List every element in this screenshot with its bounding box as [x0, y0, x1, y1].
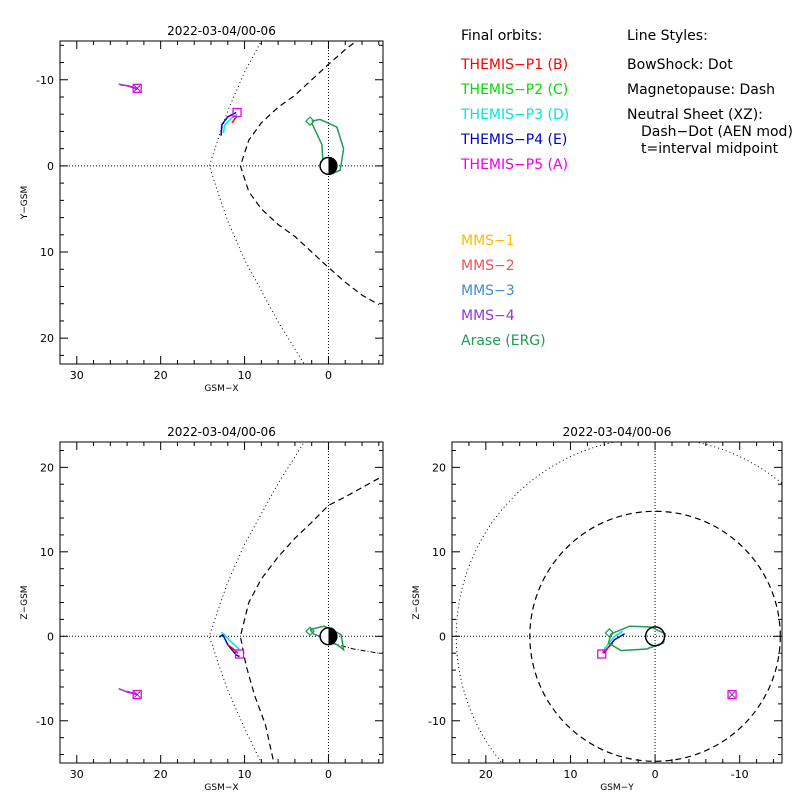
magnetopause-curve [529, 510, 781, 762]
style-neutral-sheet: Neutral Sheet (XZ): [627, 107, 763, 123]
x-tick-label: 20 [154, 369, 168, 382]
earth-symbol [644, 626, 666, 647]
y-tick-label: 10 [432, 546, 446, 559]
magnetopause-curve [239, 41, 380, 306]
panel-title: 2022-03-04/00-06 [167, 24, 276, 38]
panel-2: 30 20 10 0 -10 0 10 20 2022-03-04/00-06 GSM−X Z−GS… [20, 425, 384, 793]
marker-square [597, 649, 607, 659]
panel-title: 2022-03-04/00-06 [167, 425, 276, 439]
x-tick-label: 0 [325, 369, 332, 382]
y-tick-label: 20 [40, 332, 54, 345]
legend-themis-p4: THEMIS−P4 (E) [461, 132, 568, 148]
y-tick-label: 20 [432, 461, 446, 474]
magnetopause-curve [239, 477, 380, 763]
plot-area [60, 41, 383, 364]
panel-title: 2022-03-04/00-06 [563, 425, 672, 439]
marker-square [234, 649, 245, 659]
legend-arase: Arase (ERG) [461, 333, 546, 349]
legend-mms-3: MMS−3 [461, 283, 515, 299]
y-axis-label: Y−GSM [20, 186, 30, 221]
y-axis-label: Z−GSM [412, 585, 422, 619]
bow-shock-curve [455, 442, 782, 763]
legend-mms-1: MMS−1 [461, 233, 515, 249]
legend-themis-p5: THEMIS−P5 (A) [461, 157, 569, 173]
marker-square [232, 107, 242, 118]
panel-1: 30 20 10 0 -10 0 10 20 2022-03-04/00-06 GSM−X Y−GS… [20, 24, 384, 394]
x-tick-label: 10 [563, 768, 577, 781]
plot-area [452, 442, 782, 763]
style-bowshock: BowShock: Dot [627, 57, 733, 73]
panel-3: 20 10 0 -10 -10 0 10 20 2022-03-04/00-06 GSM−Y Z−G… [412, 425, 783, 793]
plot-frame [59, 40, 384, 365]
y-tick-label: 0 [47, 160, 54, 173]
y-tick-label: -10 [36, 74, 54, 87]
legend-themis-p2: THEMIS−P2 (C) [461, 82, 569, 98]
marker-diamond [604, 628, 615, 638]
plot-frame [451, 441, 783, 764]
x-tick-label: 10 [238, 369, 252, 382]
style-dash-dot: Dash−Dot (AEN mod) [641, 124, 793, 140]
orbit-arase-erg [311, 118, 345, 176]
earth-symbol [319, 156, 338, 176]
marker-square-x [132, 83, 142, 94]
legend-mms-2: MMS−2 [461, 258, 515, 274]
x-tick-label: -10 [731, 768, 749, 781]
y-axis-label: Z−GSM [20, 585, 30, 619]
x-tick-label: 30 [70, 768, 84, 781]
y-tick-label: 10 [40, 546, 54, 559]
x-tick-label: 10 [238, 768, 252, 781]
orbits-heading: Final orbits: [461, 28, 543, 44]
orbit-themis-p3-d [220, 631, 241, 651]
earth-symbol [319, 627, 338, 646]
style-midpoint-note: t=interval midpoint [641, 141, 779, 157]
marker-square-x [727, 689, 737, 700]
x-axis-label: GSM−Y [600, 783, 634, 793]
legend-mms-4: MMS−4 [461, 308, 515, 324]
plot-frame [59, 441, 384, 764]
marker-square-x [132, 689, 142, 700]
orbit-themis-p3-d [602, 630, 624, 652]
y-tick-label: -10 [428, 715, 446, 728]
x-axis-label: GSM−X [204, 783, 238, 793]
x-axis-label: GSM−X [204, 384, 238, 394]
x-tick-label: 20 [154, 768, 168, 781]
y-tick-label: 0 [439, 630, 446, 643]
x-tick-label: 0 [325, 768, 332, 781]
legend-themis-p1: THEMIS−P1 (B) [461, 57, 569, 73]
x-tick-label: 20 [479, 768, 493, 781]
marker-diamond [305, 116, 315, 126]
legend-themis-p3: THEMIS−P3 (D) [461, 107, 570, 123]
y-tick-label: -10 [36, 715, 54, 728]
styles-heading: Line Styles: [627, 28, 708, 44]
y-tick-label: 10 [40, 246, 54, 259]
bow-shock-curve [208, 41, 305, 364]
style-magnetopause: Magnetopause: Dash [627, 82, 776, 98]
bow-shock-curve [208, 442, 305, 763]
orbit-themis-p4-e [220, 111, 237, 136]
y-tick-label: 20 [40, 461, 54, 474]
y-tick-label: 0 [47, 630, 54, 643]
marker-diamond [305, 626, 315, 637]
x-tick-label: 0 [652, 768, 659, 781]
orbit-themis-p5-a [126, 690, 138, 696]
plot-area [60, 442, 383, 763]
x-tick-label: 30 [70, 369, 84, 382]
orbit-themis-p1-b [227, 644, 239, 654]
